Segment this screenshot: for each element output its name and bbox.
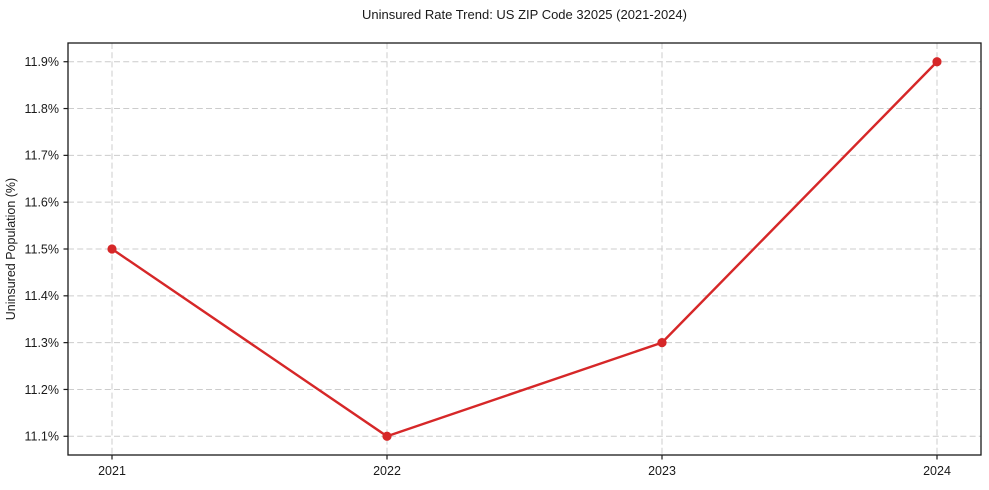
data-point	[932, 57, 942, 67]
x-tick-label: 2021	[98, 464, 126, 478]
y-tick-label: 11.4%	[24, 289, 59, 303]
y-tick-label: 11.9%	[24, 55, 59, 69]
data-point	[657, 338, 667, 348]
y-tick-label: 11.8%	[24, 102, 59, 116]
y-tick-label: 11.7%	[24, 149, 59, 163]
data-point	[382, 431, 392, 441]
data-line	[110, 60, 939, 438]
y-tick-label: 11.1%	[24, 430, 59, 444]
y-tick-label: 11.3%	[24, 336, 59, 350]
data-point	[107, 244, 117, 254]
plot-border	[67, 42, 982, 456]
x-tick-label: 2023	[648, 464, 676, 478]
x-tick-label: 2024	[923, 464, 951, 478]
y-tick-label: 11.6%	[24, 195, 59, 209]
y-tick-label: 11.5%	[24, 242, 59, 256]
x-tick-label: 2022	[373, 464, 401, 478]
y-tick-label: 11.2%	[24, 383, 59, 397]
chart-title: Uninsured Rate Trend: US ZIP Code 32025 …	[362, 7, 687, 22]
